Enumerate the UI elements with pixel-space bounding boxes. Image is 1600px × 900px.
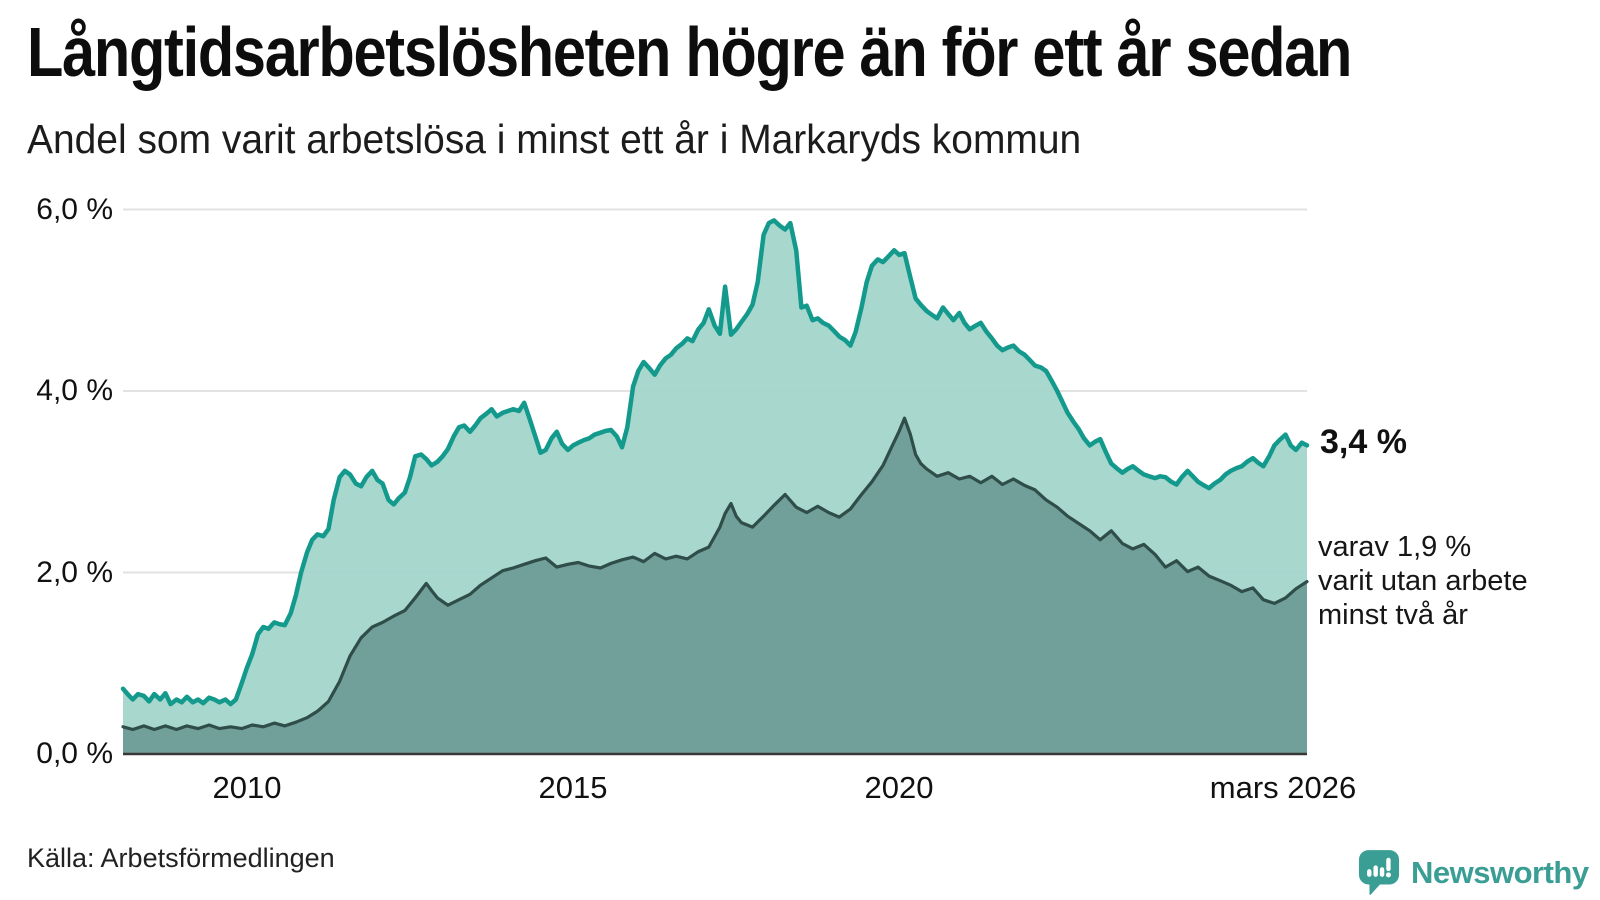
x-axis-tick-label: 2015 xyxy=(538,770,608,805)
source-label: Källa: Arbetsförmedlingen xyxy=(27,843,335,873)
y-axis-tick-label: 0,0 % xyxy=(36,737,113,770)
newsworthy-speech-bubble-barchart-icon xyxy=(1358,849,1400,897)
two-year-annotation: varav 1,9 % varit utan arbete minst två … xyxy=(1318,530,1528,632)
line-two-year xyxy=(121,416,1309,732)
newsworthy-logo: Newsworthy xyxy=(1358,849,1589,897)
logo-text: Newsworthy xyxy=(1411,855,1589,890)
two-year-annotation-line2: varit utan arbete xyxy=(1318,565,1528,597)
area-two-year xyxy=(123,418,1307,754)
two-year-annotation-line3: minst två år xyxy=(1318,599,1468,631)
line-total xyxy=(120,218,1310,707)
page-subtitle: Andel som varit arbetslösa i minst ett å… xyxy=(27,116,1082,162)
y-axis-tick-label: 2,0 % xyxy=(36,555,113,589)
x-axis-tick-label: 2020 xyxy=(864,770,934,805)
x-axis-tick-label: 2010 xyxy=(212,770,282,805)
two-year-annotation-line1: varav 1,9 % xyxy=(1318,531,1472,563)
page-title: Långtidsarbetslösheten högre än för ett … xyxy=(27,13,1352,91)
y-axis-tick-label: 4,0 % xyxy=(36,374,113,407)
latest-total-annotation: 3,4 % xyxy=(1320,423,1407,462)
y-axis-tick-label: 6,0 % xyxy=(36,192,113,226)
speech-bubble xyxy=(1358,850,1400,896)
x-axis-tick-label: mars 2026 xyxy=(1209,770,1357,805)
